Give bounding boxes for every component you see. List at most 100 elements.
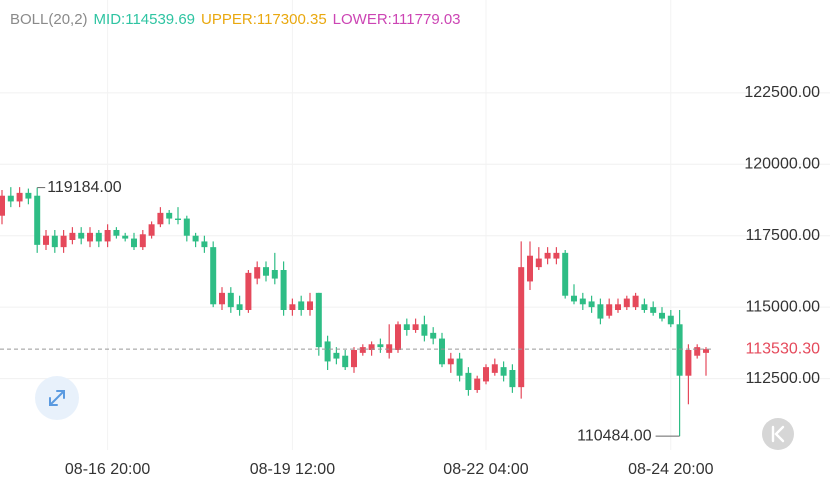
- candle-body: [623, 298, 630, 308]
- expand-button[interactable]: [35, 376, 79, 420]
- candle-body: [95, 232, 102, 242]
- candle-body: [447, 358, 454, 365]
- candle-body: [368, 344, 375, 350]
- candle-body: [667, 315, 674, 325]
- reset-button-bg[interactable]: [762, 418, 794, 450]
- candle-body: [157, 212, 164, 225]
- candle-body: [148, 224, 155, 236]
- candle-body: [703, 349, 709, 353]
- candle-body: [298, 301, 305, 310]
- grid: [0, 0, 830, 450]
- candle-body: [377, 344, 384, 348]
- candle-body: [289, 304, 296, 310]
- candle-body: [500, 367, 507, 376]
- candle-body: [113, 230, 120, 236]
- legend: BOLL(20,2) MID:114539.69 UPPER:117300.35 LO…: [10, 11, 461, 28]
- candle-body: [236, 304, 243, 310]
- candle-body: [87, 232, 93, 242]
- candle-body: [606, 304, 613, 316]
- candle-body: [544, 252, 551, 259]
- candle-body: [254, 267, 261, 279]
- candle-body: [245, 272, 252, 310]
- candle-body: [535, 258, 542, 268]
- x-tick-label: 08-19 12:00: [250, 461, 336, 478]
- candle-body: [307, 301, 313, 310]
- last-price-label: 113530.30: [746, 340, 821, 357]
- candle-body: [659, 312, 665, 319]
- candle-body: [430, 332, 437, 339]
- candle-body: [553, 252, 560, 259]
- expand-icon[interactable]: [49, 390, 65, 406]
- candle-body: [271, 270, 278, 279]
- candle-body: [122, 235, 129, 239]
- candle-body: [51, 235, 58, 248]
- y-tick-label: 117500.00: [746, 227, 821, 244]
- candle-body: [421, 324, 428, 336]
- candle-body: [632, 295, 639, 308]
- candle-body: [650, 307, 657, 313]
- indicator-label: BOLL(20,2): [10, 11, 88, 28]
- x-tick-label: 08-24 20:00: [628, 461, 714, 478]
- candle-body: [342, 355, 349, 368]
- candle-body: [351, 350, 357, 368]
- legend-entry: LOWER:111779.03: [333, 11, 461, 28]
- candle-body: [192, 235, 199, 242]
- candle-body: [69, 232, 76, 240]
- y-tick-label: 115000.00: [746, 298, 821, 315]
- candle-body: [280, 270, 287, 310]
- candle-body: [359, 347, 366, 353]
- candles: [0, 187, 709, 437]
- candle-body: [60, 235, 67, 248]
- x-tick-label: 08-16 20:00: [65, 461, 151, 478]
- max-annotation-label: 119184.00: [47, 179, 122, 196]
- legend-entry: UPPER:117300.35: [201, 11, 327, 28]
- candle-body: [131, 238, 137, 248]
- candle-body: [456, 358, 463, 376]
- candle-body: [491, 364, 498, 373]
- candle-body: [183, 218, 190, 236]
- y-tick-label: 112500.00: [746, 370, 821, 387]
- legend-entry: MID:114539.69: [94, 11, 195, 28]
- candle-body: [615, 304, 621, 310]
- candle-body: [16, 192, 23, 202]
- candle-body: [597, 304, 604, 319]
- candle-body: [562, 252, 569, 296]
- candle-body: [263, 267, 269, 276]
- candle-body: [641, 304, 648, 310]
- candle-body: [139, 234, 146, 248]
- candle-body: [333, 352, 340, 359]
- x-tick-label: 08-22 04:00: [443, 461, 529, 478]
- candle-body: [571, 295, 577, 302]
- candle-body: [395, 324, 401, 350]
- candle-body: [465, 372, 472, 390]
- candle-body: [579, 298, 586, 305]
- candle-body: [219, 292, 225, 305]
- candle-body: [527, 255, 533, 282]
- candle-body: [403, 324, 410, 330]
- candle-body: [509, 370, 516, 388]
- reset-icon[interactable]: [771, 425, 785, 443]
- candle-body: [7, 195, 14, 202]
- candle-body: [201, 241, 208, 248]
- candle-body: [483, 367, 489, 382]
- labels: 112500.00 115000.00 117500.00 120000.00 1225…: [0, 84, 820, 478]
- candle-body: [412, 324, 419, 330]
- candle-body: [676, 324, 683, 376]
- candle-body: [104, 230, 111, 242]
- candle-body: [694, 347, 701, 356]
- reset-button[interactable]: [762, 418, 794, 450]
- y-tick-label: 122500.00: [744, 84, 820, 101]
- candle-body: [518, 267, 525, 388]
- candle-body: [588, 301, 595, 308]
- candle-body: [324, 341, 331, 362]
- y-tick-label: 120000.00: [744, 156, 820, 173]
- candle-body: [175, 218, 181, 220]
- candle-body: [315, 292, 322, 348]
- candle-body: [34, 195, 41, 245]
- min-annotation-label: 110484.00: [577, 427, 652, 444]
- candle-body: [210, 247, 217, 305]
- candle-body: [474, 378, 481, 390]
- candle-body: [685, 350, 692, 376]
- candle-body: [0, 195, 5, 216]
